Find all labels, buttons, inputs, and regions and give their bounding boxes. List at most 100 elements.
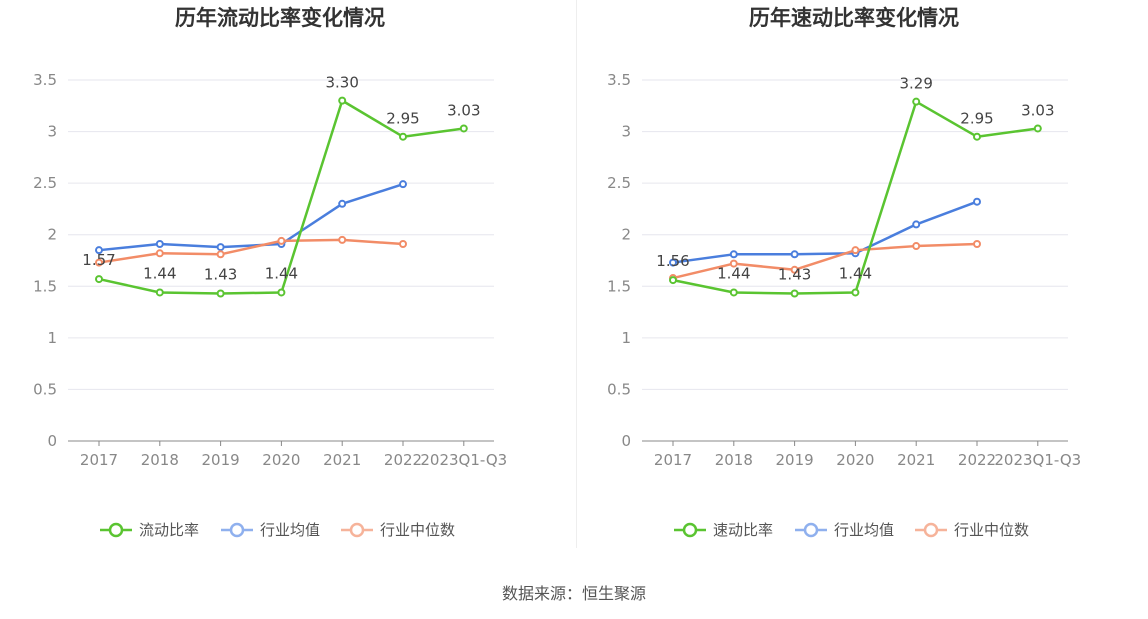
y-tick-label: 3 (621, 123, 631, 141)
legend-label: 行业中位数 (380, 521, 455, 539)
y-tick-label: 3.5 (33, 71, 57, 89)
y-tick-label: 0.5 (607, 380, 631, 398)
data-point (912, 242, 921, 251)
data-label: 1.44 (717, 264, 750, 282)
data-point (338, 235, 347, 244)
data-point (729, 259, 738, 268)
data-point (155, 249, 164, 258)
legend-marker (682, 522, 698, 538)
legend-marker (923, 522, 939, 538)
x-tick-label: 2017 (654, 451, 692, 469)
data-point (399, 239, 407, 248)
x-tick-label: 2020 (262, 451, 300, 469)
data-label: 1.43 (778, 266, 811, 284)
y-tick-label: 1 (47, 329, 57, 347)
data-point (155, 288, 164, 297)
x-tick-label: 2018 (141, 451, 179, 469)
data-label: 3.29 (899, 75, 932, 93)
data-label: 3.03 (447, 101, 480, 119)
y-tick-label: 2 (621, 226, 631, 244)
legend-label: 流动比率 (139, 521, 199, 539)
data-label: 1.44 (839, 264, 872, 282)
data-point (669, 258, 677, 267)
data-point (95, 258, 103, 267)
x-tick-label: 2023Q1-Q3 (994, 451, 1081, 469)
legend-item[interactable]: 速动比率 (674, 521, 773, 539)
x-tick-label: 2020 (836, 451, 874, 469)
data-point (216, 243, 225, 252)
data-point (216, 289, 225, 298)
x-tick-label: 2021 (323, 451, 361, 469)
legend-label: 行业均值 (834, 521, 894, 539)
data-point (851, 246, 860, 255)
data-label: 1.44 (143, 264, 176, 282)
data-point (729, 250, 738, 259)
data-point (729, 288, 738, 297)
series-line (98, 238, 404, 264)
y-tick-label: 2.5 (33, 174, 57, 192)
data-point (399, 132, 407, 141)
data-point (277, 288, 286, 297)
data-point (973, 197, 981, 206)
series-line (672, 242, 978, 280)
chart-title: 历年速动比率变化情况 (749, 6, 959, 30)
chart-title: 历年流动比率变化情况 (175, 6, 385, 30)
legend-item[interactable]: 行业均值 (221, 521, 320, 539)
legend-marker (803, 522, 819, 538)
current-ratio-chart-panel: 历年流动比率变化情况 0 0.5 1 1.5 2 2.5 3 3.5 2017 2018 2019 20… (0, 0, 574, 560)
data-label: 3.30 (325, 74, 358, 92)
data-label: 1.43 (204, 266, 237, 284)
data-point (912, 97, 921, 106)
data-label: 1.56 (656, 252, 689, 270)
data-point (95, 246, 103, 255)
legend-item[interactable]: 行业中位数 (915, 521, 1029, 539)
data-label: 3.03 (1021, 101, 1054, 119)
legend-item[interactable]: 行业均值 (795, 521, 894, 539)
y-tick-label: 1.5 (607, 277, 631, 295)
data-point (790, 289, 799, 298)
data-label: 2.95 (386, 110, 419, 128)
legend-item[interactable]: 行业中位数 (341, 521, 455, 539)
y-tick-label: 2.5 (607, 174, 631, 192)
legend-label: 行业均值 (260, 521, 320, 539)
data-point (912, 220, 921, 229)
data-point (338, 96, 347, 105)
data-point (790, 265, 799, 274)
y-tick-label: 3.5 (607, 71, 631, 89)
series-line (672, 200, 978, 264)
y-tick-label: 3 (47, 123, 57, 141)
quick-ratio-chart: 历年速动比率变化情况 0 0.5 1 1.5 2 2.5 3 3.5 2017 2018 2019 20… (607, 6, 1081, 539)
data-label: 1.57 (82, 251, 115, 269)
data-point (459, 124, 468, 133)
legend-marker (229, 522, 245, 538)
panel-divider (576, 0, 577, 548)
data-point (1033, 124, 1042, 133)
x-tick-label: 2019 (202, 451, 240, 469)
legend-label: 行业中位数 (954, 521, 1029, 539)
data-point (851, 288, 860, 297)
legend-marker (349, 522, 365, 538)
data-point (790, 250, 799, 259)
x-tick-label: 2022 (958, 451, 996, 469)
x-tick-label: 2021 (897, 451, 935, 469)
y-tick-label: 0.5 (33, 380, 57, 398)
data-label: 1.44 (265, 264, 298, 282)
x-tick-label: 2017 (80, 451, 118, 469)
current-ratio-chart: 历年流动比率变化情况 0 0.5 1 1.5 2 2.5 3 3.5 2017 2018 2019 20… (33, 6, 507, 539)
y-tick-label: 0 (47, 432, 57, 450)
y-tick-label: 1 (621, 329, 631, 347)
legend-item[interactable]: 流动比率 (100, 521, 199, 539)
x-tick-label: 2018 (715, 451, 753, 469)
y-tick-label: 0 (621, 432, 631, 450)
data-point (399, 180, 407, 189)
y-tick-label: 1.5 (33, 277, 57, 295)
y-tick-label: 2 (47, 226, 57, 244)
x-tick-label: 2023Q1-Q3 (420, 451, 507, 469)
data-point (973, 132, 981, 141)
legend-label: 速动比率 (713, 521, 773, 539)
legend-marker (108, 522, 124, 538)
data-point (155, 239, 164, 248)
data-point (95, 275, 103, 284)
x-tick-label: 2022 (384, 451, 422, 469)
data-point (216, 250, 225, 259)
